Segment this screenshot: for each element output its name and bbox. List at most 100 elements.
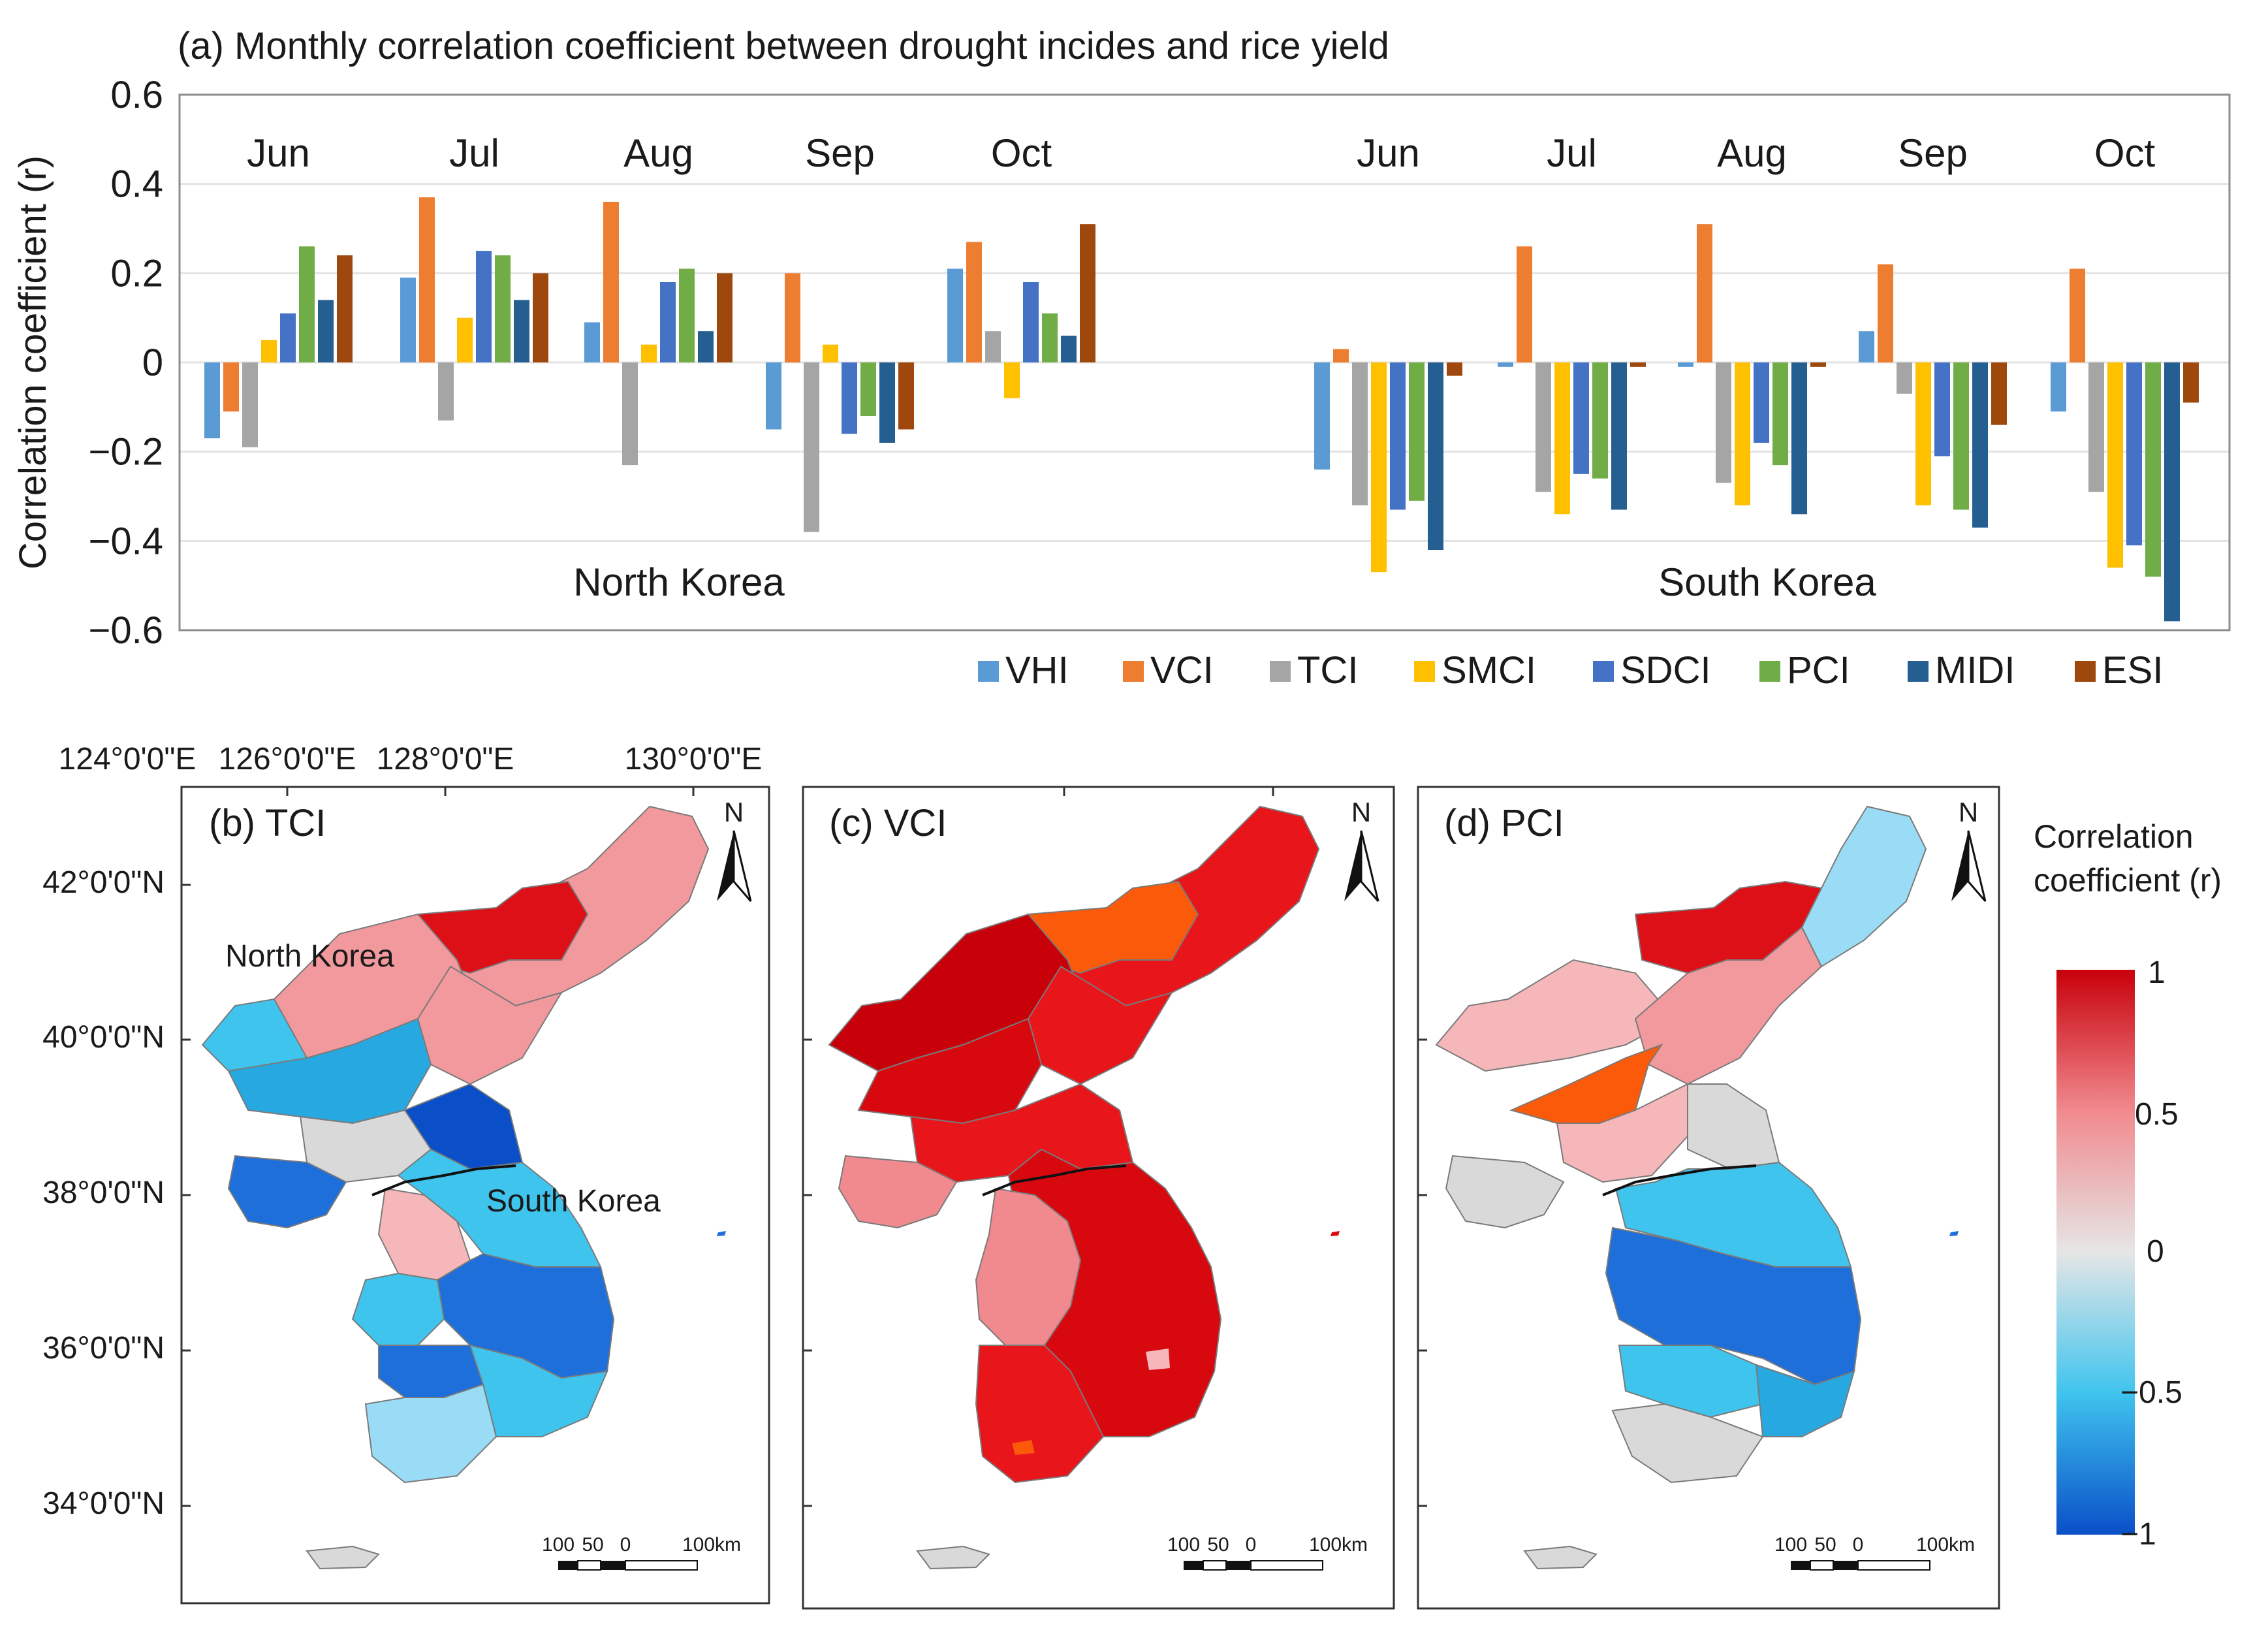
bar-south-korea-aug-vci — [1697, 224, 1712, 362]
legend-swatch-tci — [1270, 661, 1291, 682]
bar-north-korea-oct-vhi — [947, 268, 963, 362]
bar-south-korea-jun-pci — [1409, 362, 1425, 501]
bar-south-korea-jul-midi — [1611, 362, 1627, 510]
bar-north-korea-aug-tci — [622, 362, 638, 466]
colorbar-tick-0.5: 0.5 — [2135, 1097, 2179, 1132]
region-chungnam-tci — [351, 1272, 445, 1346]
bar-north-korea-jul-tci — [438, 362, 454, 421]
bar-north-korea-jul-vci — [419, 197, 435, 362]
region-ulleung-vci — [1331, 1231, 1340, 1236]
month-label: Jun — [247, 131, 310, 175]
legend-label-midi: MIDI — [1935, 649, 2015, 692]
colorbar-gradient — [2056, 970, 2135, 1535]
bar-south-korea-sep-vci — [1878, 264, 1893, 362]
scale-label-100km: 100km — [1916, 1534, 1975, 1556]
scale-label-0: 0 — [1853, 1534, 1864, 1556]
bar-north-korea-jul-midi — [514, 300, 529, 362]
tick-marks — [181, 787, 695, 1507]
month-label: Sep — [805, 131, 875, 175]
bar-south-korea-jul-tci — [1536, 362, 1551, 492]
map-panel-pci: (d) PCI N 100 50 0 100km — [1417, 786, 2000, 1610]
bar-south-korea-sep-sdci — [1934, 362, 1950, 456]
panel-label-pci: (d) PCI — [1444, 802, 1564, 844]
bar-north-korea-sep-esi — [898, 362, 914, 430]
y-tick-label: −0.4 — [89, 520, 164, 562]
bar-south-korea-oct-vhi — [2051, 362, 2066, 412]
korea-map-tci — [201, 805, 726, 1570]
scale-label-50: 50 — [582, 1534, 603, 1556]
colorbar-tick-neg0.5: −0.5 — [2120, 1375, 2182, 1410]
bar-south-korea-oct-smci — [2107, 362, 2123, 568]
region-pyongan-tci — [227, 1017, 432, 1125]
bar-north-korea-sep-vhi — [766, 362, 781, 430]
bar-south-korea-sep-vhi — [1859, 331, 1874, 362]
north-arrow-icon — [1344, 831, 1361, 901]
legend-label-vci: VCI — [1150, 649, 1214, 692]
region-ne-pci — [1801, 805, 1927, 968]
bar-south-korea-aug-pci — [1772, 362, 1788, 466]
region-ulleung-tci — [717, 1231, 726, 1236]
bar-south-korea-jun-vci — [1333, 349, 1349, 362]
lon-label-126: 126°0'0"E — [219, 742, 356, 776]
region-daegu-vci — [1146, 1349, 1170, 1370]
month-label: Jul — [449, 131, 499, 175]
y-axis-ticks: 0.6 0.4 0.2 0 −0.2 −0.4 −0.6 — [89, 74, 164, 652]
map-panel-vci: (c) VCI N 100 50 0 100km — [802, 786, 1395, 1610]
region-jeonnam-tci — [364, 1383, 497, 1484]
north-arrow-label: N — [724, 797, 744, 827]
month-label: Jun — [1357, 131, 1420, 175]
panel-label-vci: (c) VCI — [829, 802, 947, 844]
bar-south-korea-jun-smci — [1371, 362, 1387, 573]
bar-north-korea-jun-esi — [337, 255, 353, 362]
bar-south-korea-jul-esi — [1630, 362, 1646, 367]
bar-south-korea-jul-sdci — [1573, 362, 1589, 474]
scale-label-100km: 100km — [1309, 1534, 1368, 1556]
scale-bar: 100 50 0 100km — [542, 1534, 741, 1571]
bar-south-korea-jun-sdci — [1390, 362, 1406, 510]
colorbar-tick-neg1: −1 — [2120, 1517, 2156, 1552]
north-arrow-icon — [1951, 831, 1968, 901]
bar-north-korea-aug-pci — [679, 268, 695, 362]
tick-marks — [803, 787, 1274, 1507]
y-tick-label: −0.2 — [89, 431, 164, 473]
bar-south-korea-jun-tci — [1352, 362, 1368, 505]
region-label-north-korea: North Korea — [573, 560, 785, 604]
scale-label-100: 100 — [1167, 1534, 1200, 1556]
legend-swatch-vci — [1123, 661, 1144, 682]
month-label: Oct — [2094, 131, 2156, 175]
north-arrow-icon — [717, 831, 734, 901]
chart-title: (a) Monthly correlation coefficient betw… — [178, 25, 1389, 67]
bar-south-korea-jul-smci — [1554, 362, 1570, 515]
region-nw-pci — [1435, 959, 1676, 1072]
bar-south-korea-sep-pci — [1953, 362, 1969, 510]
bar-north-korea-oct-smci — [1004, 362, 1020, 398]
bar-north-korea-oct-pci — [1042, 313, 1058, 362]
map-label-north-korea: North Korea — [225, 939, 394, 974]
region-jeju-pci — [1523, 1545, 1598, 1570]
lat-label-40: 40°0'0"N — [42, 1020, 165, 1055]
region-hwanghae-vci — [838, 1155, 958, 1229]
bar-north-korea-sep-sdci — [842, 362, 857, 434]
north-arrow: N — [1951, 797, 1987, 902]
region-jeju-vci — [916, 1545, 990, 1570]
bar-south-korea-oct-esi — [2183, 362, 2199, 403]
bar-south-korea-jul-vci — [1517, 246, 1532, 362]
legend-swatch-midi — [1908, 661, 1929, 682]
region-small-vci — [1012, 1440, 1035, 1455]
bar-north-korea-oct-tci — [985, 331, 1001, 362]
bar-south-korea-oct-pci — [2145, 362, 2161, 577]
lon-label-128: 128°0'0"E — [377, 742, 514, 776]
legend: VHI VCI TCI SMCI SDCI PCI MIDI ESI — [978, 649, 2164, 692]
bar-south-korea-jun-midi — [1428, 362, 1443, 550]
month-label: Oct — [991, 131, 1052, 175]
region-jeju-tci — [306, 1545, 380, 1570]
bar-south-korea-jun-vhi — [1314, 362, 1330, 470]
chart-panel-a: (a) Monthly correlation coefficient betw… — [12, 25, 2231, 692]
bar-north-korea-jun-vhi — [204, 362, 220, 439]
region-jeonnam-pci — [1611, 1403, 1764, 1484]
lat-label-38: 38°0'0"N — [42, 1175, 165, 1210]
korea-map-vci — [828, 805, 1340, 1570]
bar-south-korea-jun-esi — [1447, 362, 1462, 376]
bar-north-korea-oct-midi — [1061, 336, 1077, 362]
